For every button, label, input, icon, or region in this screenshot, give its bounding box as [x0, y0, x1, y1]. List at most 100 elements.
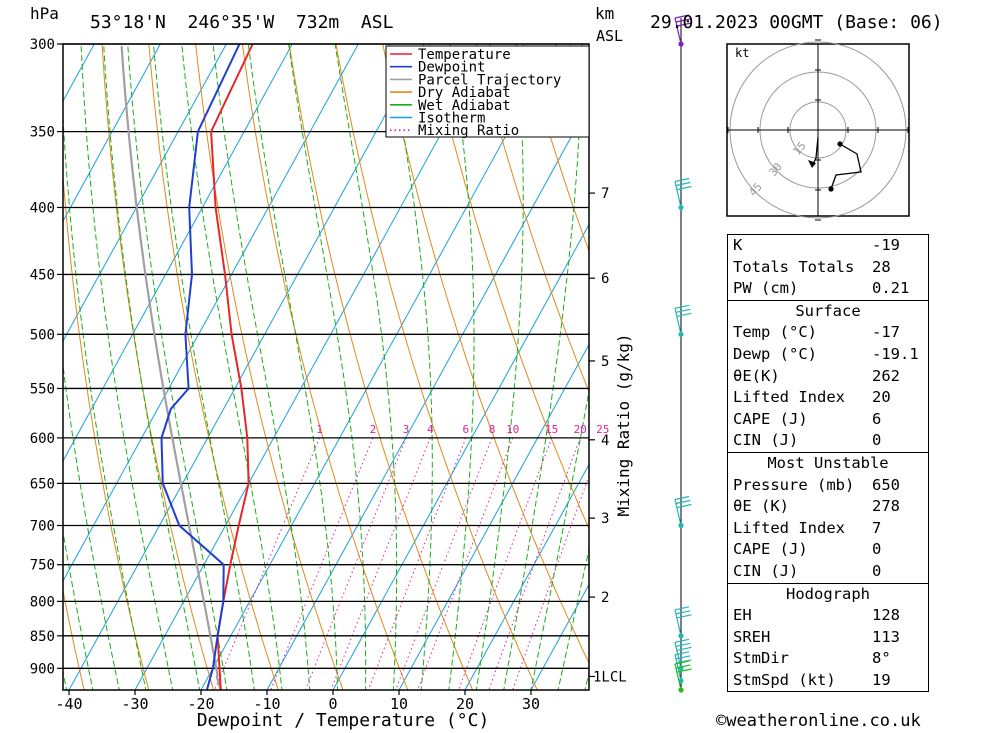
wind-barb-staff — [674, 663, 682, 691]
wind-barb — [674, 660, 692, 691]
y-tick-label: 450 — [30, 267, 55, 283]
mixing-ratio-label: 25 — [596, 423, 609, 436]
x-tick-label: -40 — [55, 695, 82, 713]
index-value: 0 — [872, 540, 882, 559]
km-tick-label: 1LCL — [593, 669, 627, 685]
legend-box — [385, 45, 590, 138]
index-row: Totals Totals 28 — [728, 257, 928, 279]
hodograph-trace — [830, 143, 862, 190]
index-row: Lifted Index 7 — [728, 518, 928, 540]
hodograph-kt-label: kt — [735, 46, 749, 60]
index-label: K — [733, 236, 743, 254]
index-label: CAPE (J) — [733, 409, 808, 428]
mixing-ratio-label: 20 — [574, 423, 587, 436]
index-value: -19 — [872, 236, 900, 254]
legend-label: Temperature — [418, 47, 511, 63]
index-label: StmDir — [733, 649, 789, 668]
index-value: 113 — [872, 627, 900, 646]
index-row: Pressure (mb) 650 — [728, 475, 928, 497]
index-value: 19 — [872, 670, 891, 689]
index-row: Lifted Index 20 — [728, 387, 928, 409]
isotherm-line — [63, 44, 293, 462]
index-row: K -19 — [728, 235, 928, 257]
wet-adiabat-line — [63, 110, 147, 690]
wind-barb-staff — [674, 181, 682, 208]
wet-adiabat-line — [80, 44, 174, 690]
wind-barb-flag — [677, 646, 692, 651]
wet-adiabat-line — [247, 44, 339, 690]
storm-motion-arrow — [808, 160, 816, 168]
y-tick-label: 800 — [30, 594, 55, 610]
index-value: 128 — [872, 606, 900, 625]
asl-label: ASL — [596, 27, 623, 45]
mixing-ratio-label: 6 — [462, 423, 469, 436]
index-label: θE (K) — [733, 497, 789, 516]
wet-adiabat-line — [288, 44, 367, 690]
index-label: EH — [733, 606, 752, 625]
dry-adiabat-line — [288, 44, 474, 690]
wet-adiabat-line — [448, 44, 475, 690]
dry-adiabat-line — [429, 44, 589, 530]
x-axis-label: Dewpoint / Temperature (°C) — [197, 710, 490, 731]
index-row: Dewp (°C) -19.1 — [728, 344, 928, 366]
index-value: 262 — [872, 366, 900, 385]
x-tick-label: 0 — [328, 695, 337, 713]
index-row: CAPE (J) 0 — [728, 539, 928, 561]
wind-barb — [674, 177, 692, 208]
y-tick-label: 550 — [30, 381, 55, 397]
wind-barb-flag — [674, 638, 690, 643]
index-row: StmSpd (kt) 19 — [728, 670, 928, 692]
index-value: 20 — [872, 388, 891, 407]
date-title: 29.01.2023 00GMT (Base: 06) — [650, 12, 943, 33]
dry-adiabat-line — [195, 44, 344, 690]
index-value: 0.21 — [872, 279, 910, 298]
mixing-ratio-label: 10 — [506, 423, 519, 436]
isotherm-line — [0, 44, 28, 690]
dry-adiabat-line — [101, 44, 215, 690]
index-row: θE (K) 278 — [728, 496, 928, 518]
dry-adiabat-line — [335, 44, 538, 690]
x-tick-label: -20 — [187, 695, 214, 713]
isotherm-line — [63, 44, 161, 222]
mixing-ratio-label: 15 — [545, 423, 558, 436]
wind-barb-flag — [674, 14, 690, 19]
mixing-ratio-label: 2 — [370, 423, 377, 436]
isotherm-line — [398, 343, 589, 690]
x-tick-label: 30 — [522, 695, 540, 713]
wet-adiabat-line — [127, 44, 228, 690]
y-tick-label: 900 — [30, 661, 55, 677]
isotherm-line — [63, 44, 227, 342]
y-tick-label: 300 — [30, 37, 55, 53]
dewpoint-line — [160, 44, 241, 690]
wind-barb-flag — [677, 185, 692, 191]
wind-barb-flag — [676, 642, 691, 647]
dry-adiabat-line — [991, 44, 1000, 693]
index-label: CIN (J) — [733, 431, 799, 450]
wind-barb-flag — [676, 610, 691, 615]
mixing-ratio-line — [214, 437, 320, 690]
wet-adiabat-line — [557, 547, 589, 690]
mixing-ratio-line — [417, 437, 514, 690]
isotherm-line — [332, 223, 589, 690]
index-label: Temp (°C) — [733, 323, 817, 342]
wind-barb-flag — [676, 664, 691, 669]
hodograph-section: Hodograph EH 128 SREH 113 StmDir 8° StmSpd (kt… — [728, 582, 928, 692]
plot-frame — [62, 43, 590, 691]
mixing-ratio-line — [395, 437, 493, 690]
dry-adiabat-line — [475, 44, 589, 393]
wind-barb-flag — [674, 606, 690, 611]
legend-label: Parcel Trajectory — [418, 72, 561, 88]
wind-barb-flag — [677, 659, 692, 664]
surface-section: Surface Temp (°C) -17 Dewp (°C) -19.1 θE(K) 2… — [728, 299, 928, 452]
isotherm-line — [200, 44, 557, 690]
wind-barb-flag — [674, 177, 690, 183]
wind-barb-staff — [674, 609, 682, 636]
isotherm-line — [134, 44, 491, 690]
legend-label: Isotherm — [418, 111, 485, 127]
wind-barb-flag — [677, 668, 692, 673]
wind-barb-flag — [676, 18, 691, 23]
wind-barb — [674, 14, 692, 45]
y-tick-label: 850 — [30, 629, 55, 645]
x-tick-label: -30 — [121, 695, 148, 713]
location-title: 53°18'N 246°35'W 732m ASL — [90, 12, 394, 33]
